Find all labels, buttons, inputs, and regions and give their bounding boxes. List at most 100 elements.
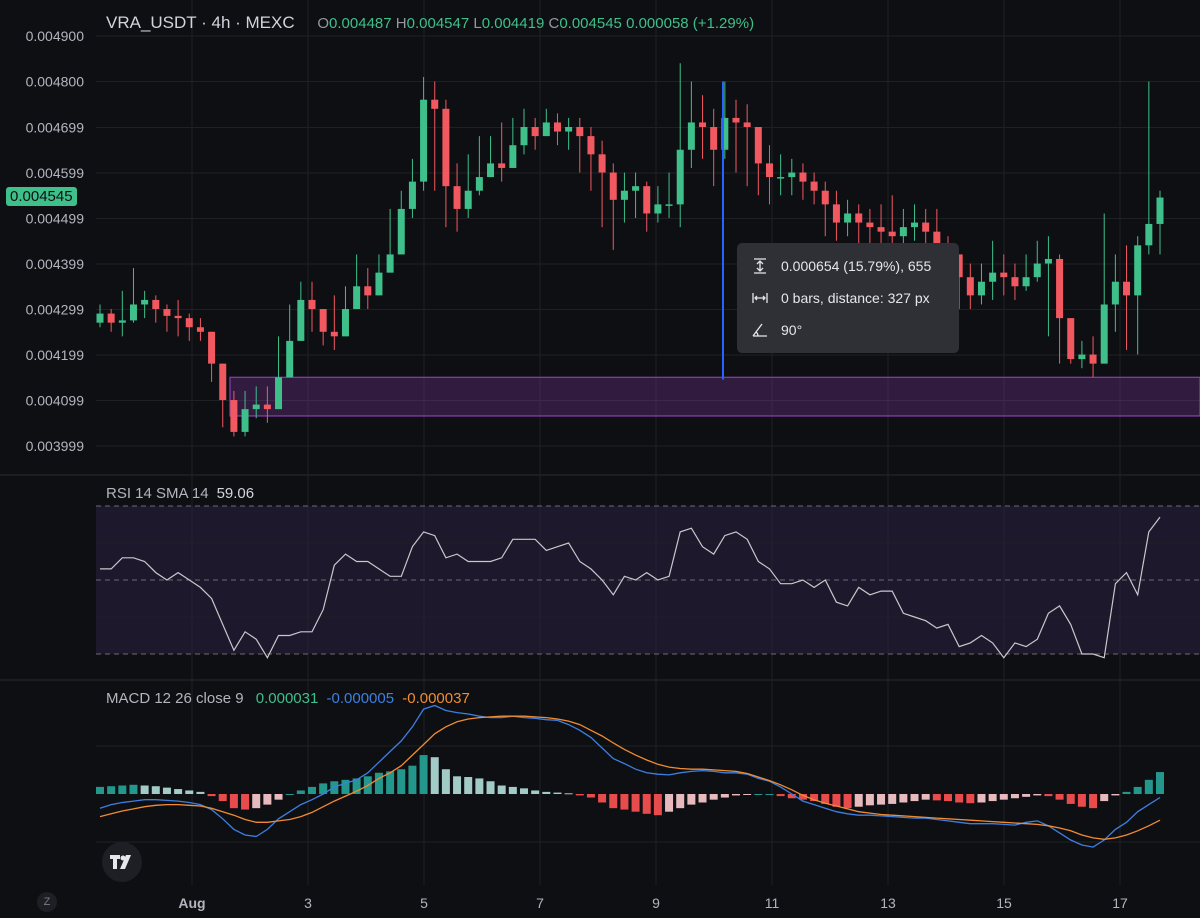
macd-histogram-bar — [888, 794, 897, 804]
candle-body — [799, 172, 807, 182]
macd-histogram-bar — [1122, 791, 1131, 794]
y-tick-label: 0.004099 — [26, 392, 85, 408]
macd-histogram-bar — [765, 794, 774, 795]
candle-body — [643, 186, 651, 214]
candle-body — [765, 163, 773, 178]
measure-tooltip: 0.000654 (15.79%), 655 0 bars, distance:… — [737, 243, 959, 353]
macd-histogram-bar — [475, 778, 484, 794]
macd-histogram-bar — [821, 794, 830, 804]
rsi-line — [100, 516, 1161, 659]
candle — [732, 99, 740, 173]
symbol-label[interactable]: VRA_USDT · 4h · MEXC — [106, 13, 295, 32]
candle — [1089, 336, 1097, 378]
measure-angle-row: 90° — [751, 321, 802, 339]
macd-histogram-bar — [631, 794, 640, 812]
macd-histogram-bar — [96, 786, 104, 794]
macd-histogram-bar — [1144, 779, 1153, 794]
tradingview-logo[interactable] — [102, 842, 142, 882]
macd-histogram-bar — [586, 794, 595, 798]
candle-body — [375, 272, 383, 296]
macd-legend[interactable]: MACD 12 26 close 9 0.000031 -0.000005 -0… — [106, 690, 470, 707]
macd-histogram-bar — [787, 794, 796, 799]
candle-body — [565, 127, 573, 132]
open-label: O — [317, 15, 330, 32]
candle-body — [453, 186, 461, 209]
candle — [319, 309, 327, 346]
tv-logo-icon — [110, 855, 131, 869]
candle — [710, 108, 718, 187]
candle — [576, 117, 584, 173]
candle — [810, 172, 818, 205]
candle — [676, 63, 684, 228]
candle — [632, 172, 640, 219]
candle-body — [1100, 304, 1108, 364]
macd-histogram-bar — [162, 787, 171, 794]
macd-histogram-bar — [598, 794, 607, 803]
macd-histogram-bar — [486, 781, 495, 794]
macd-histogram-bar — [575, 794, 584, 796]
candle — [487, 136, 495, 178]
last-price-badge: 0.004545 — [6, 187, 77, 206]
rsi-legend[interactable]: RSI 14 SMA 14 59.06 — [106, 485, 254, 502]
candle-body — [966, 277, 974, 296]
candle — [141, 290, 149, 319]
candle-body — [1000, 272, 1008, 278]
candle — [620, 172, 628, 223]
candle — [386, 208, 394, 273]
macd-histogram-bar — [1044, 794, 1053, 797]
macd-histogram-bar — [609, 794, 618, 809]
candle — [364, 268, 372, 310]
candle-body — [710, 127, 718, 150]
candle-body — [654, 204, 662, 214]
candle-body — [129, 304, 137, 321]
candle — [531, 117, 539, 150]
candle-body — [911, 222, 919, 228]
macd-histogram-bar — [709, 794, 718, 800]
zoom-button[interactable]: Z — [37, 892, 57, 912]
candle-body — [877, 227, 885, 232]
macd-histogram-bar — [843, 794, 852, 809]
candle — [420, 76, 428, 191]
high-value: 0.004547 — [406, 15, 470, 32]
macd-histogram-bar — [798, 794, 807, 800]
candle-body — [810, 181, 818, 191]
candle-body — [743, 122, 751, 128]
low-label: L — [473, 15, 482, 32]
candle — [118, 290, 126, 337]
y-tick-label: 0.004800 — [26, 74, 85, 90]
candle — [821, 181, 829, 237]
candle — [498, 122, 506, 182]
candle — [665, 172, 673, 219]
candle — [219, 363, 227, 428]
x-tick-label: 15 — [996, 895, 1012, 911]
macd-histogram-bar — [207, 794, 216, 797]
candle-body — [308, 299, 316, 310]
candle — [977, 263, 985, 305]
candle-body — [96, 313, 104, 323]
candle — [1123, 245, 1131, 350]
macd-histogram-bar — [966, 794, 975, 804]
candle — [643, 181, 651, 232]
macd-histogram-bar — [218, 794, 227, 802]
macd-histogram-bar — [531, 790, 540, 794]
candle-body — [252, 404, 260, 410]
ohlc-readout: O0.004487 H0.004547 L0.004419 C0.004545 … — [317, 15, 754, 32]
measure-price-text: 0.000654 (15.79%), 655 — [781, 258, 932, 274]
macd-histogram-bar — [542, 791, 551, 794]
candle-body — [844, 213, 852, 223]
macd-histogram-bar — [1100, 794, 1109, 802]
macd-histogram-bar — [408, 765, 417, 794]
candle — [107, 309, 115, 332]
candle-body — [977, 281, 985, 296]
candle-body — [1156, 197, 1164, 224]
candle — [1078, 340, 1086, 369]
angle-icon — [752, 323, 767, 337]
macd-histogram-bar — [854, 794, 863, 807]
macd-histogram-bar — [832, 794, 841, 807]
candle — [788, 158, 796, 196]
y-tick-label: 0.004599 — [26, 165, 85, 181]
macd-histogram-bar — [397, 769, 406, 794]
candle-body — [386, 254, 394, 273]
macd-histogram-bar — [352, 778, 361, 794]
